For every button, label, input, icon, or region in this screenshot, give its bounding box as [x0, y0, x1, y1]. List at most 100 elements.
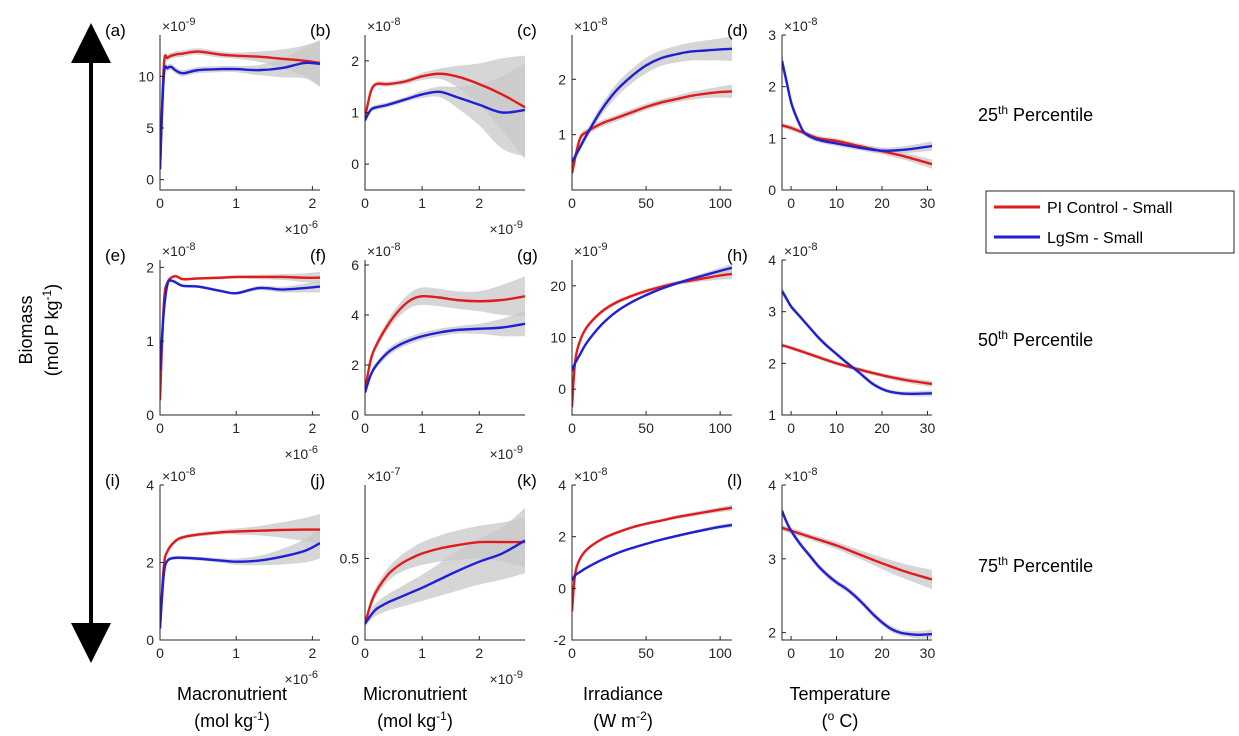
ci-band-pi-control	[572, 84, 732, 178]
y-tick-label: 2	[146, 555, 154, 571]
x-tick-label: 0	[568, 420, 576, 436]
y-tick-label: 4	[351, 307, 359, 323]
ci-band-lgsm	[782, 53, 932, 155]
x-tick-label: 0	[156, 645, 164, 661]
x-tick-label: 1	[418, 195, 426, 211]
series-line-pi-control	[572, 272, 732, 408]
y-tick-label: 0	[558, 381, 566, 397]
y-tick-label: 0	[146, 407, 154, 423]
x-tick-label: 20	[874, 195, 890, 211]
y-tick-label: 4	[768, 252, 776, 268]
series-line-lgsm	[572, 47, 732, 163]
panel-label: (d)	[727, 21, 748, 40]
y-multiplier: ×10-8	[162, 241, 196, 259]
y-tick-label: 3	[768, 551, 776, 567]
ci-band-lgsm	[572, 36, 732, 167]
x-tick-label: 2	[308, 195, 316, 211]
x-tick-label: 50	[638, 420, 654, 436]
x-tick-label: 2	[475, 195, 483, 211]
x-tick-label: 0	[361, 195, 369, 211]
x-tick-label: 0	[568, 195, 576, 211]
panel-label: (j)	[310, 471, 325, 490]
y-tick-label: 3	[768, 304, 776, 320]
legend: PI Control - Small LgSm - Small	[985, 190, 1235, 254]
ci-band-lgsm	[365, 311, 525, 395]
panel-label: (h)	[727, 246, 748, 265]
x-tick-label: 20	[874, 645, 890, 661]
panel-h: 1 2 3 4 0 10 20 30 ×10-8 (h)	[727, 241, 935, 436]
series-line-lgsm	[160, 61, 320, 170]
y-tick-label: 3	[768, 27, 776, 43]
panel-c: 1 2 0 50 100 ×10-8 (c)	[517, 16, 732, 211]
x-tick-label: 2	[475, 420, 483, 436]
series-line-lgsm	[365, 90, 525, 121]
panel-f: 0 2 4 6 0 1 2 ×10-8 ×10-9 (f)	[310, 241, 525, 462]
y-tick-label: 10	[550, 330, 566, 346]
series-line-lgsm	[782, 60, 932, 153]
panel-label: (b)	[310, 21, 331, 40]
series-line-pi-control	[160, 50, 320, 170]
x-tick-label: 1	[418, 420, 426, 436]
x-tick-label: 10	[829, 195, 845, 211]
series-line-pi-control	[572, 90, 732, 174]
x-tick-label: 100	[708, 645, 732, 661]
y-tick-label: -2	[554, 632, 567, 648]
series-line-lgsm	[365, 539, 525, 625]
y-tick-label: 1	[768, 130, 776, 146]
x-multiplier: ×10-9	[489, 444, 523, 462]
ylabel-line1: Biomass	[16, 295, 36, 364]
panel-b: 0 1 2 0 1 2 ×10-8 ×10-9 (b)	[310, 16, 525, 237]
x-multiplier: ×10-6	[284, 219, 318, 237]
y-tick-label: 0	[558, 580, 566, 596]
panel-label: (k)	[517, 471, 537, 490]
ci-band-lgsm	[365, 507, 525, 627]
x-tick-label: 100	[708, 195, 732, 211]
panel-label: (f)	[310, 246, 326, 265]
y-tick-label: 0	[146, 172, 154, 188]
panel-label: (i)	[105, 471, 120, 490]
series-line-pi-control	[365, 540, 525, 625]
y-multiplier: ×10-8	[162, 466, 196, 484]
y-tick-label: 4	[146, 477, 154, 493]
ylabel-group: Biomass (mol P kg-1)	[16, 284, 62, 376]
y-multiplier: ×10-7	[367, 466, 401, 484]
y-tick-label: 2	[351, 357, 359, 373]
y-multiplier: ×10-8	[367, 16, 401, 34]
y-tick-label: 2	[768, 355, 776, 371]
x-tick-label: 1	[418, 645, 426, 661]
y-tick-label: 0.5	[340, 550, 360, 566]
row-label-75: 75th Percentile	[978, 554, 1093, 576]
x-tick-label: 1	[232, 645, 240, 661]
x-tick-label: 100	[708, 420, 732, 436]
x-tick-label: 2	[308, 645, 316, 661]
ci-band-lgsm	[572, 522, 732, 582]
ci-band-pi-control	[782, 343, 932, 388]
ci-band-pi-control	[160, 514, 320, 631]
y-multiplier: ×10-8	[574, 466, 608, 484]
series-line-lgsm	[572, 523, 732, 582]
y-tick-label: 2	[768, 625, 776, 641]
y-tick-label: 1	[768, 407, 776, 423]
axes	[781, 485, 932, 641]
panel-label: (g)	[517, 246, 538, 265]
col-label-temperature-line1: Temperature	[789, 684, 890, 704]
series-line-pi-control	[365, 294, 525, 391]
y-tick-label: 2	[351, 53, 359, 69]
ci-band-pi-control	[572, 504, 732, 615]
legend-label-lgsm: LgSm - Small	[1047, 230, 1143, 247]
x-multiplier: ×10-9	[489, 669, 523, 687]
y-tick-label: 4	[768, 477, 776, 493]
x-tick-label: 30	[920, 195, 936, 211]
y-multiplier: ×10-8	[784, 241, 818, 259]
series-line-pi-control	[782, 344, 932, 386]
x-tick-label: 2	[475, 645, 483, 661]
x-tick-label: 1	[232, 195, 240, 211]
x-tick-label: 1	[232, 420, 240, 436]
series-line-pi-control	[160, 275, 320, 401]
series-line-lgsm	[572, 266, 732, 372]
panel-e: 0 1 2 0 1 2 ×10-8 ×10-6 (e)	[105, 241, 320, 462]
series-line-lgsm	[782, 510, 932, 637]
panel-label: (c)	[517, 21, 537, 40]
